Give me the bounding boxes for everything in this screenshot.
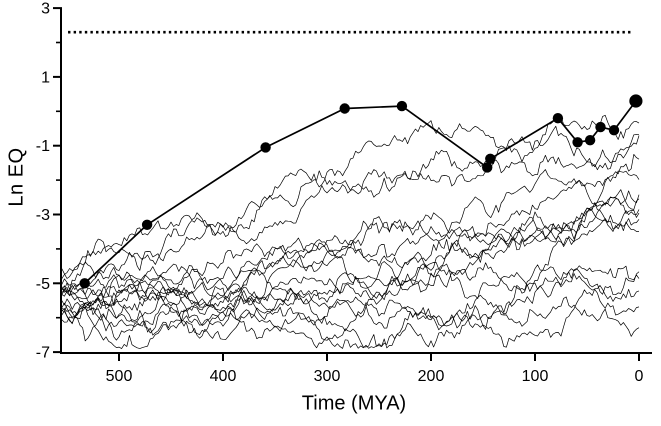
lineage-point: [552, 113, 564, 124]
lineage-point: [595, 121, 606, 133]
x-axis-title: Time (MYA): [301, 392, 407, 415]
background-walk-line: [61, 170, 640, 309]
y-tick-label: 1: [41, 69, 50, 86]
lineage-final-point: [629, 94, 643, 108]
lineage-point: [485, 153, 496, 164]
lineage-point: [339, 103, 350, 114]
background-walk-line: [61, 198, 640, 334]
background-walk-line: [61, 265, 640, 329]
background-walk-line: [61, 179, 640, 310]
x-tick-label: 500: [106, 368, 133, 385]
y-tick-label: 3: [41, 1, 50, 18]
background-walk-line: [61, 190, 640, 342]
y-tick-label: -1: [36, 138, 50, 155]
lineage-point: [572, 137, 583, 148]
lineage-point: [79, 278, 90, 289]
background-walk-line: [61, 125, 640, 279]
lineage-point: [396, 100, 408, 112]
lineage-point: [141, 219, 153, 230]
x-tick-label: 200: [418, 368, 445, 385]
x-tick-label: 0: [635, 368, 644, 385]
background-walk-line: [61, 154, 640, 291]
lineage-point: [260, 142, 271, 153]
background-walk-line: [61, 209, 640, 318]
y-tick-label: -3: [36, 207, 50, 224]
y-tick-label: -5: [36, 276, 50, 293]
x-tick-label: 300: [314, 368, 341, 385]
background-walk-line: [61, 135, 640, 279]
lineage-point: [584, 135, 596, 146]
y-tick-label: -7: [36, 345, 50, 362]
x-tick-label: 100: [522, 368, 549, 385]
lineage-point: [482, 162, 493, 173]
background-walk-line: [61, 285, 640, 348]
background-walk-line: [61, 242, 640, 316]
background-walk-line: [61, 202, 639, 332]
y-axis-title: Ln EQ: [5, 147, 28, 207]
lineage-point: [608, 125, 620, 136]
x-tick-label: 400: [210, 368, 237, 385]
background-walk-line: [61, 114, 640, 296]
background-walk-line: [61, 271, 640, 349]
